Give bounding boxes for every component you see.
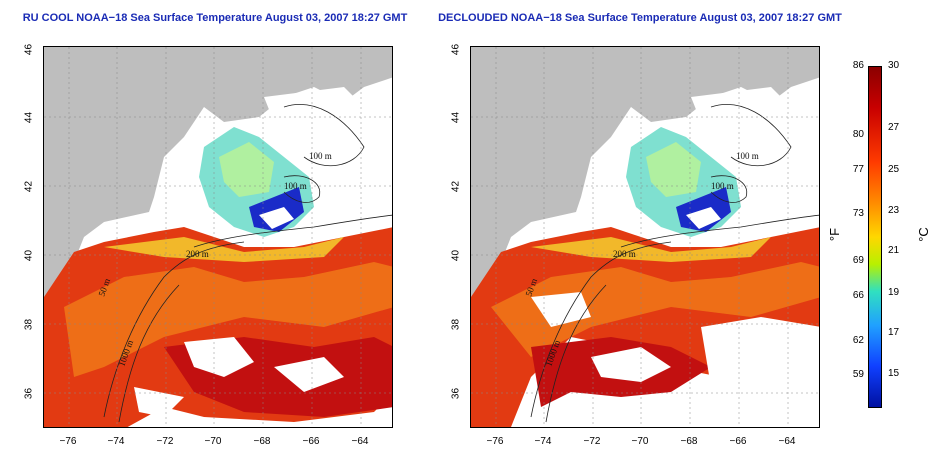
lat-tick: 42 [450, 180, 462, 193]
lon-tick: −72 [583, 436, 601, 447]
lat-tick: 36 [23, 387, 35, 400]
left-map-title: RU COOL NOAA−18 Sea Surface Temperature … [22, 12, 408, 24]
lat-tick: 36 [450, 387, 462, 400]
lon-tick: −76 [59, 436, 77, 447]
contour-label-100a: 100 m [736, 151, 759, 161]
contour-label-100b: 100 m [284, 181, 307, 191]
lon-tick: −68 [680, 436, 698, 447]
land-mass [44, 47, 392, 427]
fahrenheit-label: 59 [852, 369, 864, 380]
celsius-label: 30 [888, 60, 900, 71]
lon-tick: −64 [351, 436, 369, 447]
lon-tick: −76 [486, 436, 504, 447]
colorbar-gradient [868, 66, 882, 408]
right-sst-map: 100 m 100 m 200 m 50 m 1000 m [470, 46, 820, 428]
lon-tick: −70 [631, 436, 649, 447]
lon-tick: −74 [534, 436, 552, 447]
fahrenheit-label: 86 [852, 60, 864, 71]
lat-tick: 38 [450, 318, 462, 331]
lat-tick: 42 [23, 180, 35, 193]
lon-tick: −74 [107, 436, 125, 447]
fahrenheit-label: 62 [852, 335, 864, 346]
celsius-label: 23 [888, 205, 900, 216]
right-sst-image: 100 m 100 m 200 m 50 m 1000 m [471, 47, 819, 427]
left-map-panel: RU COOL NOAA−18 Sea Surface Temperature … [0, 0, 430, 475]
depth-contour [620, 214, 819, 248]
celsius-label: 25 [888, 164, 900, 175]
fahrenheit-label: 80 [852, 129, 864, 140]
lat-tick: 44 [23, 111, 35, 124]
celsius-label: 17 [888, 327, 900, 338]
fahrenheit-label: 73 [852, 208, 864, 219]
lat-tick: 46 [450, 43, 462, 56]
lon-tick: −66 [302, 436, 320, 447]
lat-tick: 46 [23, 43, 35, 56]
celsius-label: 27 [888, 122, 900, 133]
land-mass [471, 47, 819, 427]
left-sst-image: 100 m 100 m 200 m 50 m 1000 m [44, 47, 392, 427]
lat-tick: 38 [23, 318, 35, 331]
lon-tick: −64 [778, 436, 796, 447]
celsius-label: 21 [888, 245, 900, 256]
contour-label-100a: 100 m [309, 151, 332, 161]
lon-tick: −72 [156, 436, 174, 447]
contour-label-200: 200 m [613, 249, 636, 259]
lat-tick: 40 [23, 249, 35, 262]
fahrenheit-label: 66 [852, 290, 864, 301]
fahrenheit-label: 77 [852, 164, 864, 175]
celsius-label: 15 [888, 368, 900, 379]
right-map-panel: DECLOUDED NOAA−18 Sea Surface Temperatur… [430, 0, 850, 475]
contour-label-100b: 100 m [711, 181, 734, 191]
right-map-title: DECLOUDED NOAA−18 Sea Surface Temperatur… [438, 12, 842, 24]
lon-tick: −70 [204, 436, 222, 447]
fahrenheit-label: 69 [852, 255, 864, 266]
temperature-colorbar: 86 80 77 73 69 66 62 59 30 27 25 23 21 1… [827, 0, 950, 475]
fahrenheit-unit: °F [827, 227, 843, 242]
contour-label-200: 200 m [186, 249, 209, 259]
lon-tick: −66 [729, 436, 747, 447]
lat-tick: 40 [450, 249, 462, 262]
left-sst-map: 100 m 100 m 200 m 50 m 1000 m [43, 46, 393, 428]
depth-contour [193, 214, 392, 248]
celsius-unit: °C [915, 227, 931, 242]
celsius-label: 19 [888, 287, 900, 298]
lon-tick: −68 [253, 436, 271, 447]
lat-tick: 44 [450, 111, 462, 124]
